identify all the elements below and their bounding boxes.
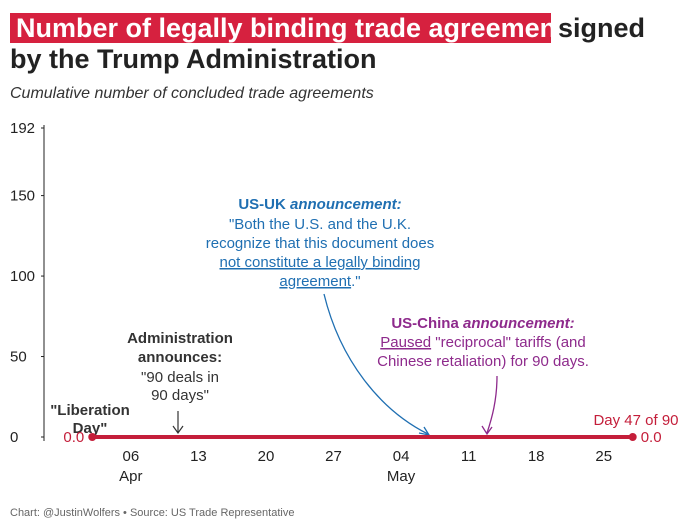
x-tick-label: 04 <box>393 448 410 465</box>
annotation-text: Administration <box>127 330 233 347</box>
point <box>88 433 97 441</box>
annotation-text: US-UK <box>238 196 286 213</box>
annotation-administration: Administration announces: "90 deals in 9… <box>127 330 233 404</box>
annotation-text: ." <box>351 273 361 290</box>
annotation-heading: US-China announcement: <box>391 315 574 332</box>
annotation-us-uk: US-UK announcement: "Both the U.S. and t… <box>206 196 434 290</box>
chart-title-highlight: Number of legally binding trade agreemen… <box>16 13 580 43</box>
annotation-text: Paused "reciprocal" tariffs (and <box>380 334 585 351</box>
value-label: 0.0 <box>63 429 84 446</box>
y-tick-label: 0 <box>10 429 18 446</box>
chart-title: by the Trump Administration <box>10 44 377 74</box>
chart-title: signed <box>558 13 645 43</box>
x-tick-label: 27 <box>325 448 342 465</box>
annotation-text: "90 deals in <box>141 369 219 386</box>
title-highlight-box <box>10 13 551 43</box>
annotation-text: recognize that this document does <box>206 235 434 252</box>
annotation-arrow <box>323 293 429 435</box>
y-tick-label: 100 <box>10 268 35 285</box>
x-tick-label: 25 <box>595 448 612 465</box>
annotation-arrow <box>481 375 498 436</box>
annotation-text: announcement: <box>290 196 402 213</box>
x-tick-month: Apr <box>119 468 142 485</box>
annotation-text: "Liberation <box>50 402 130 419</box>
annotation-liberation: "Liberation Day" <box>50 402 130 437</box>
x-tick-label: 20 <box>258 448 275 465</box>
value-label: 0.0 <box>641 429 662 446</box>
source: Chart: @JustinWolfers • Source: US Trade… <box>10 507 294 519</box>
annotation-text: announcement: <box>463 315 575 332</box>
annotation-text: Chinese retaliation) for 90 days. <box>377 353 589 370</box>
annotation-heading: US-UK announcement: <box>238 196 401 213</box>
annotation-text: agreement." <box>279 273 360 290</box>
x-tick-label: 18 <box>528 448 545 465</box>
annotation-text: 90 days" <box>151 387 209 404</box>
y-tick-label: 150 <box>10 188 35 205</box>
chart-subtitle: Cumulative number of concluded trade agr… <box>10 85 374 102</box>
x-tick-label: 11 <box>461 448 477 465</box>
annotation-text: agreement <box>279 273 352 290</box>
annotation-text: "reciprocal" tariffs (and <box>435 334 585 351</box>
annotation-text: "Both the U.S. and the U.K. <box>229 216 411 233</box>
point <box>628 433 637 441</box>
annotation-text: not constitute a legally binding <box>220 254 421 271</box>
annotation-arrowhead <box>418 426 431 436</box>
annotation-text: Paused <box>380 334 431 351</box>
annotation-day-count: Day 47 of 90 <box>593 412 678 429</box>
x-tick-label: 06 <box>123 448 140 465</box>
x-tick-label: 13 <box>190 448 207 465</box>
x-tick-month: May <box>387 468 416 485</box>
annotation-arrow <box>172 411 184 435</box>
y-tick-label: 50 <box>10 349 27 366</box>
annotation-text: US-China <box>391 315 459 332</box>
annotation-text: Day" <box>73 420 108 437</box>
annotation-us-china: US-China announcement: Paused "reciproca… <box>377 315 589 370</box>
y-tick-label: 192 <box>10 120 35 137</box>
annotation-text: announces: <box>138 349 222 366</box>
